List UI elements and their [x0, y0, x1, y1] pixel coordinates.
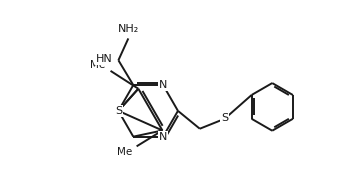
Text: S: S [221, 113, 228, 123]
Text: Me: Me [117, 147, 133, 157]
Text: HN: HN [96, 54, 112, 64]
Text: N: N [159, 80, 167, 90]
Text: S: S [115, 106, 122, 116]
Text: N: N [159, 132, 167, 142]
Text: NH₂: NH₂ [118, 24, 139, 34]
Text: Me: Me [90, 60, 106, 70]
